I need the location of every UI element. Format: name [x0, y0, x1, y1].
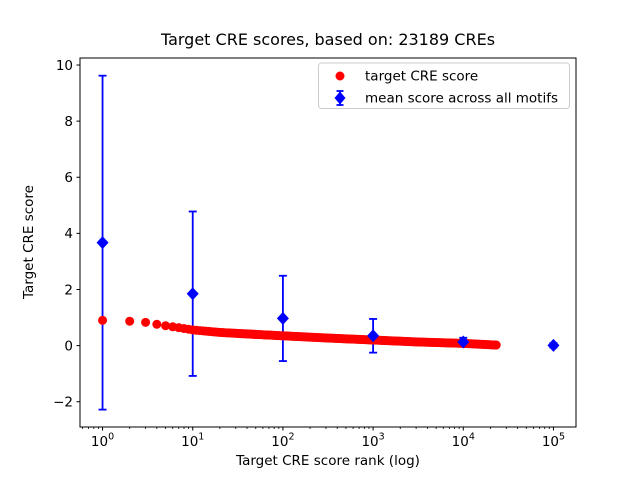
mean-score-errorbars — [98, 74, 558, 411]
target-score-point — [161, 321, 171, 331]
y-tick-label: 10 — [56, 58, 73, 74]
x-tick-label: 105 — [542, 432, 565, 451]
legend: target CRE score mean score across all m… — [318, 62, 570, 109]
x-tick-label: 102 — [271, 432, 294, 451]
x-tick-label: 100 — [91, 432, 114, 451]
target-score-point — [491, 340, 501, 350]
y-tick-label: 2 — [64, 282, 73, 298]
y-tick-label: 6 — [64, 170, 73, 186]
mean-score-diamond — [276, 311, 289, 325]
chart-title: Target CRE scores, based on: 23189 CREs — [160, 30, 495, 49]
mean-score-diamond — [186, 287, 199, 301]
mean-score-diamond — [547, 338, 560, 352]
plot-frame — [79, 57, 577, 428]
mean-score-diamond — [367, 329, 380, 343]
target-score-point — [152, 319, 162, 329]
mean-score-diamond — [96, 236, 109, 250]
target-score-point — [98, 315, 108, 325]
x-tick-label: 103 — [361, 432, 384, 451]
legend-label-target-score: target CRE score — [365, 69, 478, 85]
target-score-point — [125, 316, 135, 326]
x-tick-label: 104 — [452, 432, 475, 451]
legend-target-score-marker-icon — [335, 71, 345, 81]
y-tick-label: 8 — [64, 114, 73, 130]
y-tick-label: −2 — [53, 395, 73, 411]
axis-ticks: −2 0 2 4 6 8 10 100 101 102 103 104 105 — [53, 58, 565, 450]
y-tick-label: 4 — [64, 226, 73, 242]
legend-box — [318, 62, 570, 109]
target-score-series — [98, 315, 501, 350]
x-axis-label: Target CRE score rank (log) — [235, 453, 420, 469]
y-tick-label: 0 — [64, 338, 73, 354]
mean-score-diamond — [457, 335, 470, 349]
mean-score-markers — [96, 236, 560, 352]
legend-label-mean-score: mean score across all motifs — [365, 91, 558, 107]
y-axis-label: Target CRE score — [21, 185, 37, 300]
target-score-point — [141, 317, 151, 327]
legend-mean-score-marker-icon — [334, 90, 346, 106]
x-tick-label: 101 — [181, 432, 204, 451]
